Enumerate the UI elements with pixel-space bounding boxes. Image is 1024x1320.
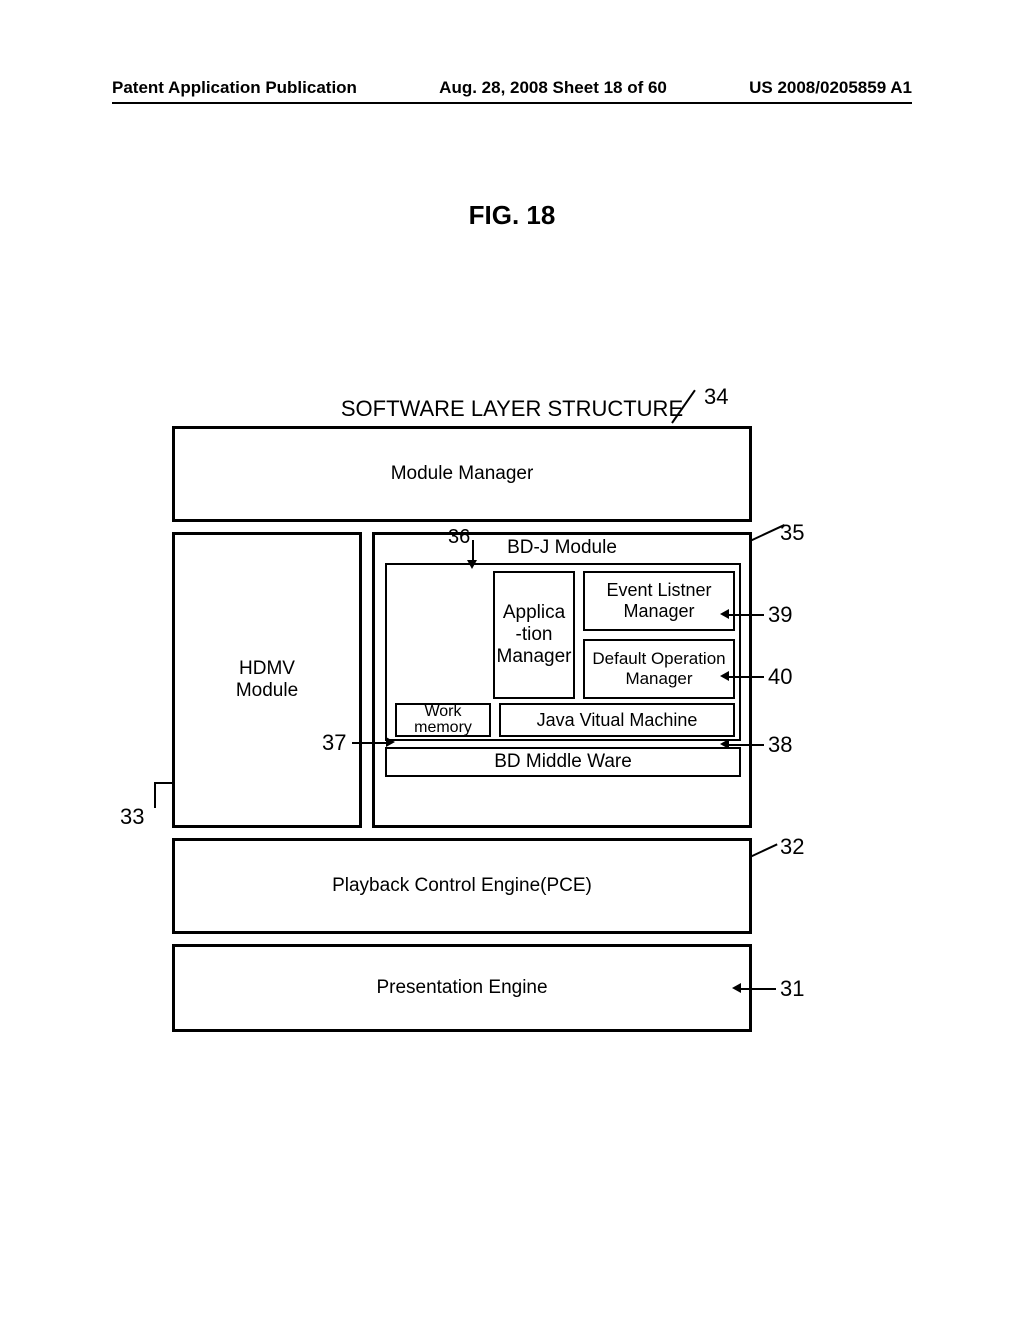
default-operation-label: Default Operation Manager [592,649,725,688]
header-rule [112,102,912,104]
upper-inner-group: Applica -tion Manager Event Listner Mana… [385,563,741,741]
page-header: Patent Application Publication Aug. 28, … [0,78,1024,98]
lead-33b [154,782,174,784]
hdmv-module-label: HDMV Module [236,658,298,702]
application-manager-label: Applica -tion Manager [497,602,572,668]
ref-38: 38 [768,732,792,758]
ref-34: 34 [704,384,728,410]
bd-middleware-box: BD Middle Ware [385,747,741,777]
event-listener-box: Event Listner Manager [583,571,735,631]
lead-36 [472,540,474,562]
lead-33a [154,782,156,808]
event-listener-label: Event Listner Manager [606,580,711,621]
ref-36: 36 [448,526,470,549]
lead-37 [352,742,388,744]
presentation-label: Presentation Engine [376,977,547,999]
work-memory-box: Work memory [395,703,491,737]
default-operation-box: Default Operation Manager [583,639,735,699]
arrow-36 [467,560,477,569]
module-manager-label: Module Manager [391,463,534,485]
java-vm-label: Java Vitual Machine [537,710,698,731]
ref-32: 32 [780,834,804,860]
arrow-39 [720,609,729,619]
ref-31: 31 [780,976,804,1002]
bdj-module-box: BD-J Module Applica -tion Manager Event … [372,532,752,828]
header-center: Aug. 28, 2008 Sheet 18 of 60 [439,78,667,98]
pce-label: Playback Control Engine(PCE) [332,875,592,897]
lead-38 [728,744,764,746]
ref-35: 35 [780,520,804,546]
lead-40 [728,676,764,678]
lead-39 [728,614,764,616]
bdj-module-title: BD-J Module [375,537,749,559]
ref-39: 39 [768,602,792,628]
header-left: Patent Application Publication [112,78,357,98]
figure-title: FIG. 18 [0,200,1024,231]
arrow-38 [720,739,729,749]
lead-31 [740,988,776,990]
presentation-box: Presentation Engine [172,944,752,1032]
bd-middleware-label: BD Middle Ware [494,751,632,773]
arrow-31 [732,983,741,993]
application-manager-box: Applica -tion Manager [493,571,575,699]
arrow-37 [386,737,395,747]
hdmv-module-box: HDMV Module [172,532,362,828]
pce-box: Playback Control Engine(PCE) [172,838,752,934]
work-memory-label: Work memory [414,704,472,736]
lead-32 [750,843,778,857]
ref-37: 37 [322,730,346,756]
java-vm-box: Java Vitual Machine [499,703,735,737]
ref-33: 33 [120,804,144,830]
ref-40: 40 [768,664,792,690]
header-right: US 2008/0205859 A1 [749,78,912,98]
diagram-container: Module Manager HDMV Module BD-J Module A… [172,420,752,1036]
section-title: SOFTWARE LAYER STRUCTURE [0,396,1024,422]
module-manager-box: Module Manager [172,426,752,522]
arrow-40 [720,671,729,681]
